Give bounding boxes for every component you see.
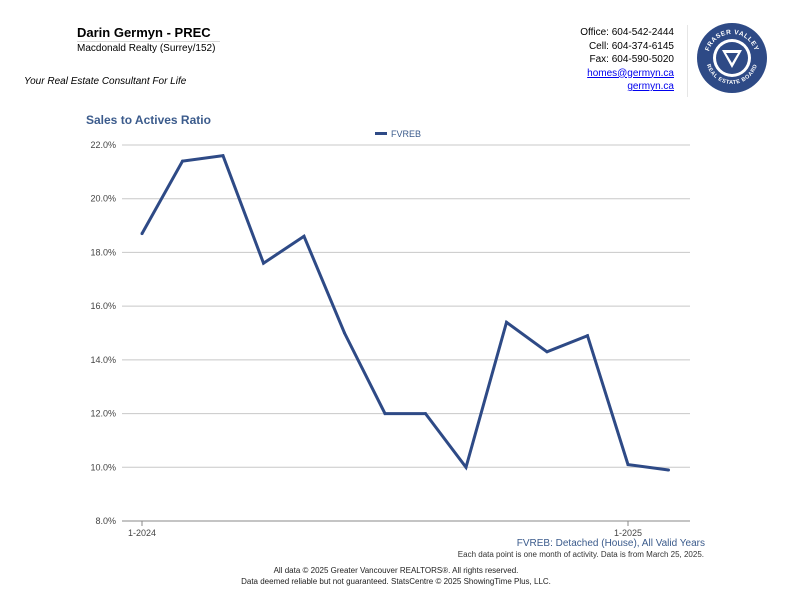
data-point (221, 154, 225, 158)
y-tick-label: 8.0% (95, 516, 116, 526)
header-divider (687, 25, 688, 97)
y-tick-label: 10.0% (90, 462, 116, 472)
website-link[interactable]: germyn.ca (627, 81, 674, 92)
office-phone: Office: 604-542-2444 (580, 27, 674, 38)
data-point (545, 350, 549, 354)
y-tick-label: 22.0% (90, 140, 116, 150)
disclaimer-line: Data deemed reliable but not guaranteed.… (241, 577, 551, 586)
tagline: Your Real Estate Consultant For Life (24, 76, 187, 87)
y-tick-label: 12.0% (90, 409, 116, 419)
data-point (262, 261, 265, 265)
data-point (181, 159, 184, 163)
y-tick-label: 14.0% (90, 355, 116, 365)
data-point (586, 334, 589, 338)
cell-phone: Cell: 604-374-6145 (588, 40, 674, 52)
data-point (343, 331, 346, 335)
legend-label: FVREB (391, 129, 421, 139)
series-line-fvreb (140, 154, 669, 472)
data-point (424, 412, 427, 416)
x-tick-label: 1-2025 (614, 528, 642, 538)
fvreb-logo: FRASER VALLEY REAL ESTATE BOARD (697, 23, 767, 93)
agent-name: Darin Germyn - PREC (77, 25, 211, 40)
fax-number: Fax: 604-590-5020 (589, 54, 674, 65)
data-point (383, 412, 387, 416)
y-tick-label: 20.0% (90, 194, 116, 204)
copyright-line: All data © 2025 Greater Vancouver REALTO… (273, 566, 519, 575)
data-point (140, 232, 144, 236)
legend-swatch (375, 132, 387, 135)
data-point (505, 320, 508, 324)
x-tick-label: 1-2024 (128, 528, 156, 538)
data-point (667, 468, 670, 472)
y-tick-label: 18.0% (90, 247, 116, 257)
agent-divider (77, 41, 220, 42)
data-point (302, 234, 306, 238)
y-tick-label: 16.0% (90, 301, 116, 311)
email-link[interactable]: homes@germyn.ca (587, 67, 674, 79)
data-point (464, 465, 468, 469)
contact-block: Office: 604-542-2444 Cell: 604-374-6145 … (580, 26, 674, 94)
data-note: Each data point is one month of activity… (457, 550, 704, 559)
chart-title: Sales to Actives Ratio (86, 113, 211, 127)
agent-company: Macdonald Realty (Surrey/152) (77, 43, 216, 54)
data-point (626, 463, 630, 467)
chart-subtitle: FVREB: Detached (House), All Valid Years (516, 538, 705, 549)
